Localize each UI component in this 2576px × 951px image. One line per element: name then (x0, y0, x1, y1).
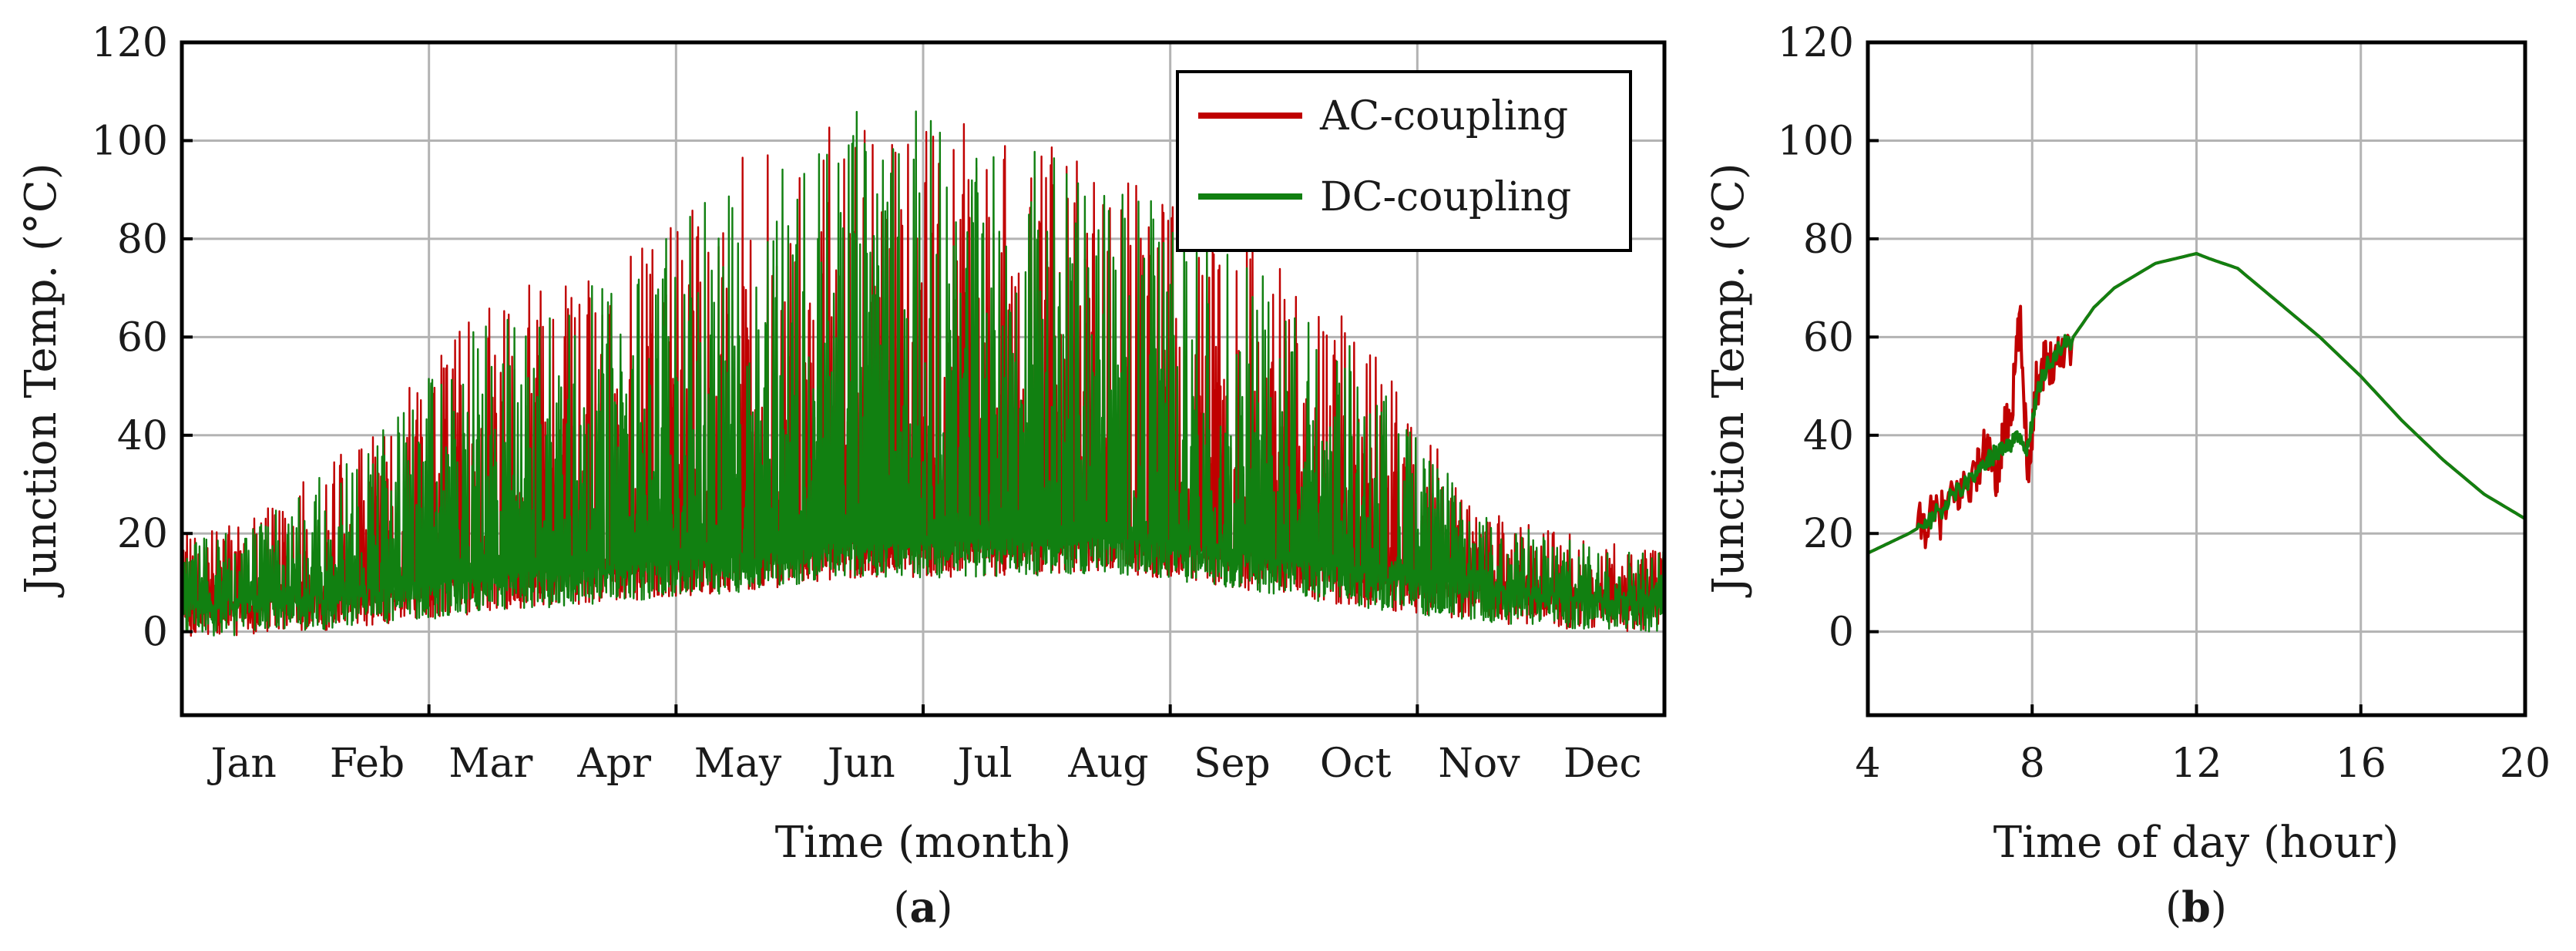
y-tick-label: 60 (117, 314, 168, 361)
x-tick-label: 16 (2336, 741, 2386, 787)
panel-caption-a: (a) (893, 882, 952, 932)
legend-box (1176, 70, 1632, 252)
x-tick-label: 8 (2020, 741, 2045, 787)
grid-b (1868, 41, 2525, 715)
x-tick-label: 4 (1855, 741, 1880, 787)
chart-panel-b: 0 20 40 60 80 100 120 4 8 12 16 20 Time of day (ho… (1704, 20, 2551, 932)
y-tick-label: 40 (117, 413, 168, 459)
y-ticks-a: 0 20 40 60 80 100 120 (92, 20, 193, 656)
panel-caption-b: (b) (2165, 882, 2227, 932)
y-tick-label: 100 (1778, 118, 1854, 164)
x-axis-label-b: Time of day (hour) (1993, 818, 2400, 868)
x-tick-label: Feb (330, 741, 405, 787)
x-tick-label: Apr (576, 741, 651, 787)
x-tick-label: Jun (824, 741, 895, 787)
panel-letter-a: a (910, 882, 937, 932)
y-tick-label: 100 (92, 118, 168, 164)
panel-letter-b: b (2181, 882, 2211, 932)
y-tick-label: 0 (1829, 610, 1854, 656)
x-tick-label: Dec (1563, 741, 1642, 787)
x-axis-label-a: Time (month) (775, 818, 1071, 868)
series-group-a (180, 110, 1666, 637)
y-tick-label: 60 (1803, 314, 1854, 361)
y-tick-label: 80 (1803, 217, 1854, 263)
x-ticks-b: 4 8 12 16 20 (1855, 704, 2551, 787)
x-tick-label: Sep (1194, 741, 1271, 787)
series-group-b (1867, 252, 2527, 555)
x-tick-label: Aug (1067, 741, 1148, 787)
y-tick-label: 20 (1803, 511, 1854, 557)
legend: AC-coupling DC-coupling (1176, 70, 1632, 252)
legend-label-dc: DC-coupling (1320, 174, 1571, 220)
y-tick-label: 40 (1803, 413, 1854, 459)
y-ticks-b: 0 20 40 60 80 100 120 (1778, 20, 1879, 656)
x-tick-label: 12 (2171, 741, 2222, 787)
y-tick-label: 120 (1778, 20, 1854, 66)
x-tick-label: Oct (1320, 741, 1392, 787)
series-line-dc-a (180, 110, 1666, 637)
x-ticks-a: Jan Feb Mar Apr May Jun Jul Aug Sep Oct Nov Dec (207, 704, 1642, 787)
x-tick-label: May (694, 741, 782, 787)
series-line-dc-b (1867, 252, 2527, 555)
chart-panel-a: 0 20 40 60 80 100 120 Jan Feb Mar Apr May Jun Jul Aug… (16, 20, 1667, 932)
x-tick-label: Nov (1438, 741, 1520, 787)
y-tick-label: 20 (117, 511, 168, 557)
y-tick-label: 80 (117, 217, 168, 263)
y-tick-label: 0 (143, 610, 168, 656)
x-tick-label: Jan (207, 741, 276, 787)
legend-label-ac: AC-coupling (1319, 93, 1568, 139)
x-tick-label: 20 (2500, 741, 2551, 787)
x-tick-label: Mar (448, 741, 532, 787)
y-axis-label-a: Junction Temp. (°C) (16, 163, 66, 597)
y-axis-label-b: Junction Temp. (°C) (1704, 163, 1754, 597)
y-tick-label: 120 (92, 20, 168, 66)
x-tick-label: Jul (954, 741, 1013, 787)
